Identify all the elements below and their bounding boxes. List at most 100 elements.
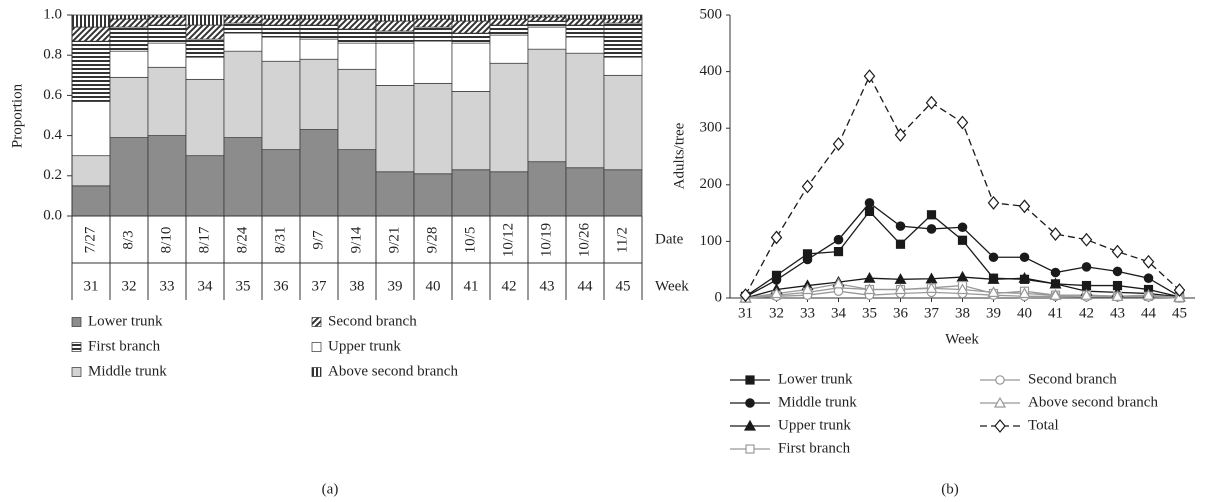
bar-segment [413,18,453,28]
point [802,254,813,265]
point [1111,244,1124,259]
bar-segment [261,24,301,38]
point [832,137,845,151]
week-label: 33 [160,278,175,294]
point [739,288,752,303]
bar-segment [109,76,149,138]
bar-segment [527,48,567,163]
legend-label: Middle trunk [778,394,857,410]
bar-segment [375,84,415,173]
row-label: Week [655,278,689,294]
legend-label: Second branch [328,313,417,329]
bar-segment [185,78,225,157]
point [1173,283,1186,298]
point [1081,262,1092,272]
bar-segment [337,28,377,44]
x-tick-label: 35 [862,305,877,321]
bar-segment [71,14,111,28]
point [832,277,845,289]
bar-segment [413,26,453,42]
point [1019,252,1030,263]
bar-segment [565,52,605,169]
point [1049,288,1062,300]
date-label: 8/17 [196,226,212,253]
bar-segment [603,18,643,24]
legend-swatch [71,342,82,352]
date-label: 8/10 [158,227,174,254]
date-label: 8/24 [234,226,250,253]
point [801,179,814,194]
week-label: 39 [388,278,403,294]
point [894,283,907,295]
date-label: 9/14 [348,226,364,253]
bar-segment [489,18,529,26]
bar-segment [299,18,339,26]
bar-segment [603,169,643,217]
bar-segment [185,38,225,58]
legend-marker [745,375,755,385]
bar-segment [147,135,187,217]
bar-segment [337,42,377,70]
bar-segment [71,101,111,157]
point [1143,273,1154,283]
date-label: 10/5 [462,227,478,254]
bar-segment [109,137,149,217]
legend-label: Upper trunk [328,338,401,354]
point [1142,254,1155,269]
bar-segment [565,36,605,54]
point [925,95,938,110]
point [771,275,782,285]
legend-swatch [71,367,82,377]
date-label: 9/28 [424,227,440,254]
point [863,69,876,84]
point [863,271,876,283]
date-label: 10/26 [576,222,592,257]
week-label: 36 [274,278,290,294]
bar-segment [527,26,567,50]
point [801,283,814,295]
bar-segment [185,56,225,80]
x-axis-title: Week [945,331,979,347]
point [988,252,999,263]
bar-segment [337,68,377,151]
bar-segment [261,36,301,62]
week-label: 38 [350,278,365,294]
x-tick-label: 43 [1110,305,1125,321]
date-label: 9/7 [310,230,326,250]
week-label: 34 [198,278,214,294]
bar-segment [565,167,605,217]
week-label: 31 [84,278,99,294]
point [1050,267,1061,278]
bar-segment [71,155,111,187]
y-tick-label: 0.2 [43,167,62,183]
point [833,246,844,257]
bar-segment [71,40,111,102]
x-tick-label: 31 [738,305,753,321]
week-label: 41 [464,278,479,294]
legend-label: Upper trunk [778,417,851,433]
legend-swatch [71,317,82,327]
point [957,235,968,245]
point [1112,266,1123,277]
y-tick-label: 500 [700,6,723,22]
legend-marker [994,419,1006,433]
bar-segment [147,14,187,18]
y-tick-label: 100 [700,233,723,249]
bar-segment [261,149,301,217]
y-tick-label: 0 [715,289,723,305]
y-tick-label: 0.8 [43,47,62,63]
x-tick-label: 37 [924,305,940,321]
point [833,234,844,245]
point [956,115,969,130]
point [1018,199,1031,214]
bar-segment [565,18,605,26]
bar-segment [451,91,491,171]
week-label: 45 [616,278,631,294]
legend-swatch [311,317,322,327]
x-tick-label: 45 [1172,305,1187,321]
legend-label: First branch [778,440,851,456]
legend-label: Second branch [1028,371,1117,387]
point [926,224,937,234]
y-tick-label: 200 [700,176,723,192]
